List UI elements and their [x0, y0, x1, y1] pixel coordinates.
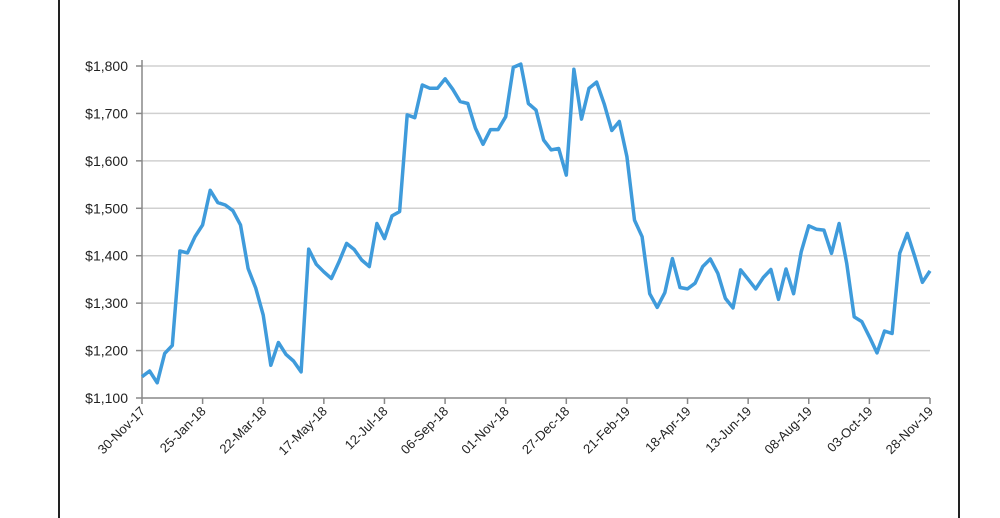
y-tick-label: $1,400: [85, 248, 128, 264]
x-tick-label: 08-Aug-19: [761, 404, 815, 458]
x-tick-label: 17-May-18: [275, 404, 330, 459]
x-tick-label: 28-Nov-19: [883, 404, 937, 458]
x-tick-label: 22-Mar-18: [216, 404, 269, 457]
line-chart: $1,100 $1,200 $1,300 $1,400 $1,500 $1,600 $1,7…: [0, 0, 1000, 500]
x-tick-label: 30-Nov-17: [95, 404, 149, 458]
x-tick-label: 13-Jun-19: [702, 404, 754, 456]
x-tick-label: 18-Apr-19: [642, 404, 693, 455]
x-tick-label: 27-Dec-18: [519, 404, 573, 458]
x-tick-label: 03-Oct-19: [824, 404, 875, 455]
y-tick-label: $1,500: [85, 200, 128, 216]
y-tick-label: $1,600: [85, 153, 128, 169]
y-tick-label: $1,200: [85, 343, 128, 359]
y-tick-label: $1,100: [85, 390, 128, 406]
series-line: [142, 64, 930, 383]
x-tick-label: 25-Jan-18: [157, 404, 209, 456]
x-tick-label: 21-Feb-19: [580, 404, 633, 457]
y-tick-label: $1,700: [85, 105, 128, 121]
x-tick-label: 06-Sep-18: [398, 404, 452, 458]
y-tick-label: $1,300: [85, 295, 128, 311]
y-axis-ticks: $1,100 $1,200 $1,300 $1,400 $1,500 $1,600 $1,7…: [85, 58, 142, 406]
x-tick-label: 12-Jul-18: [342, 404, 391, 453]
x-tick-label: 01-Nov-18: [458, 404, 512, 458]
y-tick-label: $1,800: [85, 58, 128, 74]
